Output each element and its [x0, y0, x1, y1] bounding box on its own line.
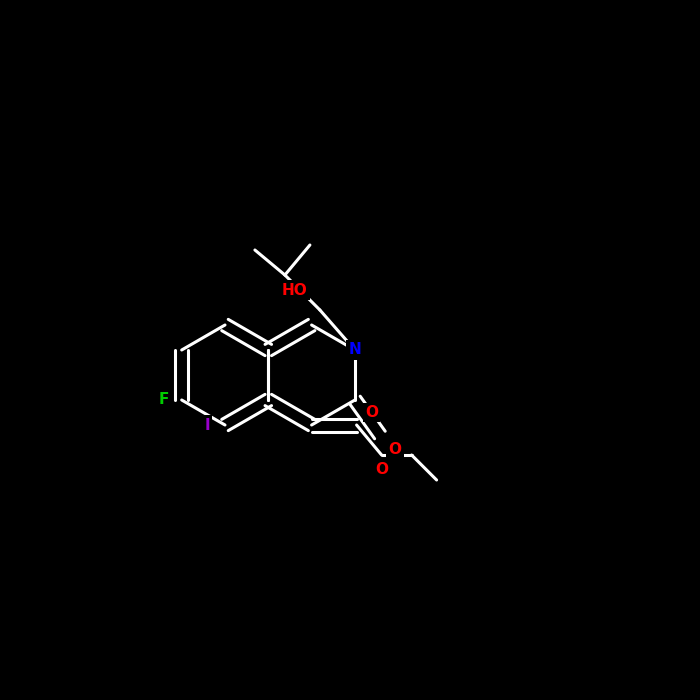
Text: I: I [204, 417, 210, 433]
Text: O: O [389, 442, 401, 458]
Text: O: O [375, 463, 388, 477]
Text: HO: HO [282, 283, 308, 298]
Text: N: N [349, 342, 361, 358]
Text: O: O [365, 405, 378, 420]
Text: F: F [159, 393, 169, 407]
